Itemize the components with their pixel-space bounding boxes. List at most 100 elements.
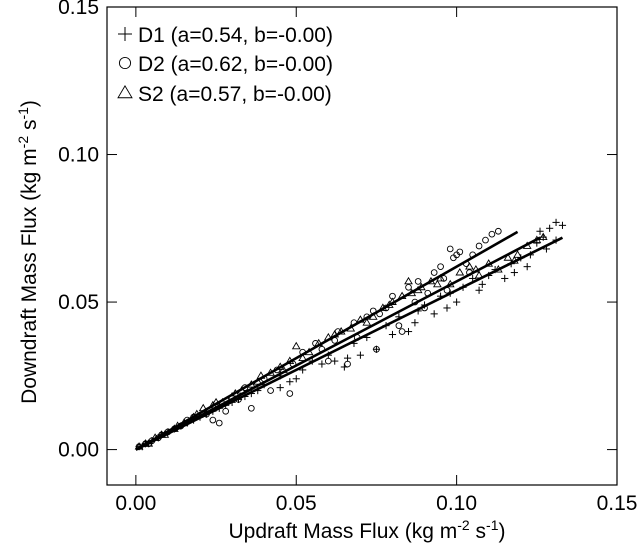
data-point-circle: [395, 322, 403, 329]
data-point-plus: [443, 304, 451, 312]
data-point-triangle: [388, 297, 397, 305]
data-point-triangle: [455, 267, 465, 276]
data-point-plus: [388, 330, 397, 339]
data-point-triangle: [503, 253, 513, 261]
data-point-plus: [469, 274, 477, 283]
data-point-triangle: [413, 285, 423, 294]
data-point-circle: [430, 269, 438, 276]
x-tick-label: 0.10: [436, 492, 477, 515]
data-point-plus: [276, 384, 284, 392]
data-point-plus: [286, 378, 294, 386]
plot-frame: [106, 6, 618, 486]
data-point-circle: [443, 286, 451, 294]
data-point-triangle: [407, 288, 417, 297]
data-point-plus: [202, 410, 211, 418]
data-point-triangle: [336, 327, 346, 335]
x-tick-label: 0.05: [276, 492, 317, 515]
data-point-triangle: [346, 324, 356, 332]
data-point-triangle: [218, 397, 227, 406]
data-point-plus: [411, 319, 419, 327]
data-point-triangle: [279, 365, 288, 373]
data-point-triangle: [522, 241, 532, 249]
data-point-circle: [235, 396, 242, 403]
data-point-plus: [356, 351, 364, 359]
data-point-plus: [436, 292, 445, 300]
data-point-plus: [414, 307, 422, 315]
data-point-plus: [363, 333, 371, 342]
data-point-plus: [350, 339, 358, 347]
data-point-circle: [469, 251, 476, 259]
data-point-circle: [373, 345, 380, 353]
data-point-plus: [485, 271, 493, 280]
legend-label-d2: D2 (a=0.62, b=-0.00): [138, 53, 333, 76]
data-point-circle: [488, 230, 496, 238]
data-point-plus: [331, 357, 339, 365]
data-point-plus: [546, 224, 554, 232]
data-point-circle: [405, 283, 412, 291]
data-point-triangle: [134, 442, 144, 450]
data-point-circle: [289, 360, 297, 368]
legend: D1 (a=0.54, b=-0.00) D2 (a=0.62, b=-0.00…: [117, 24, 333, 106]
data-point-plus: [459, 283, 467, 291]
data-point-triangle: [285, 356, 295, 364]
data-point-plus: [299, 366, 307, 374]
data-point-plus: [453, 298, 461, 306]
data-point-circle: [260, 375, 268, 383]
data-point-plus: [552, 218, 560, 226]
data-point-triangle: [484, 259, 494, 267]
x-tick-label: 0.00: [115, 492, 156, 515]
data-point-plus: [209, 407, 217, 415]
data-point-triangle: [513, 250, 522, 258]
data-point-plus: [222, 401, 230, 409]
data-point-plus: [215, 404, 223, 412]
y-tick-label: 0.00: [58, 439, 99, 462]
data-point-triangle: [314, 338, 324, 347]
data-point-plus: [404, 327, 413, 336]
data-point-plus: [234, 395, 243, 404]
data-point-plus: [343, 354, 352, 362]
data-point-triangle: [509, 256, 519, 264]
data-point-circle: [453, 251, 460, 259]
data-point-plus: [382, 322, 390, 330]
legend-label-d1: D1 (a=0.54, b=-0.00): [138, 24, 333, 47]
x-tick-label: 0.15: [597, 492, 638, 515]
data-point-circle: [324, 357, 332, 365]
data-point-plus: [254, 386, 262, 395]
data-point-circle: [267, 387, 274, 394]
data-point-triangle: [384, 300, 394, 308]
data-point-plus: [308, 357, 316, 365]
data-point-triangle: [198, 403, 208, 412]
data-point-circle: [437, 263, 444, 270]
data-point-plus: [501, 274, 509, 283]
data-points: [134, 218, 567, 451]
tick-labels: 0.00 0.05 0.10 0.15 0.00 0.05 0.10 0.15: [58, 0, 637, 515]
y-tick-label: 0.15: [58, 0, 99, 19]
data-point-circle: [411, 298, 419, 306]
data-point-triangle: [397, 291, 407, 300]
legend-label-s2: S2 (a=0.57, b=-0.00): [138, 83, 332, 106]
axis-ticks: [107, 6, 618, 485]
data-point-circle: [446, 245, 454, 253]
data-point-triangle: [144, 439, 154, 447]
data-point-circle: [475, 242, 483, 250]
data-point-triangle: [445, 279, 455, 288]
data-point-triangle: [432, 279, 442, 288]
x-axis-title: Updraft Mass Flux (kg m-2 s-1): [229, 517, 506, 543]
data-point-triangle: [378, 303, 388, 311]
legend-item-d1: D1 (a=0.54, b=-0.00): [118, 24, 333, 47]
data-point-triangle: [404, 276, 413, 285]
data-point-triangle: [246, 380, 256, 388]
data-point-circle: [344, 360, 351, 368]
data-point-plus: [318, 360, 326, 368]
circle-marker-icon: [118, 56, 132, 70]
data-point-circle: [482, 236, 489, 244]
legend-marker: [117, 84, 133, 99]
data-point-triangle: [256, 371, 266, 379]
data-point-circle: [466, 269, 473, 276]
data-point-circle: [318, 345, 326, 353]
data-point-circle: [222, 407, 230, 415]
data-point-triangle: [275, 362, 285, 370]
data-point-circle: [215, 419, 223, 427]
data-point-circle: [286, 390, 294, 397]
data-point-circle: [209, 416, 217, 424]
